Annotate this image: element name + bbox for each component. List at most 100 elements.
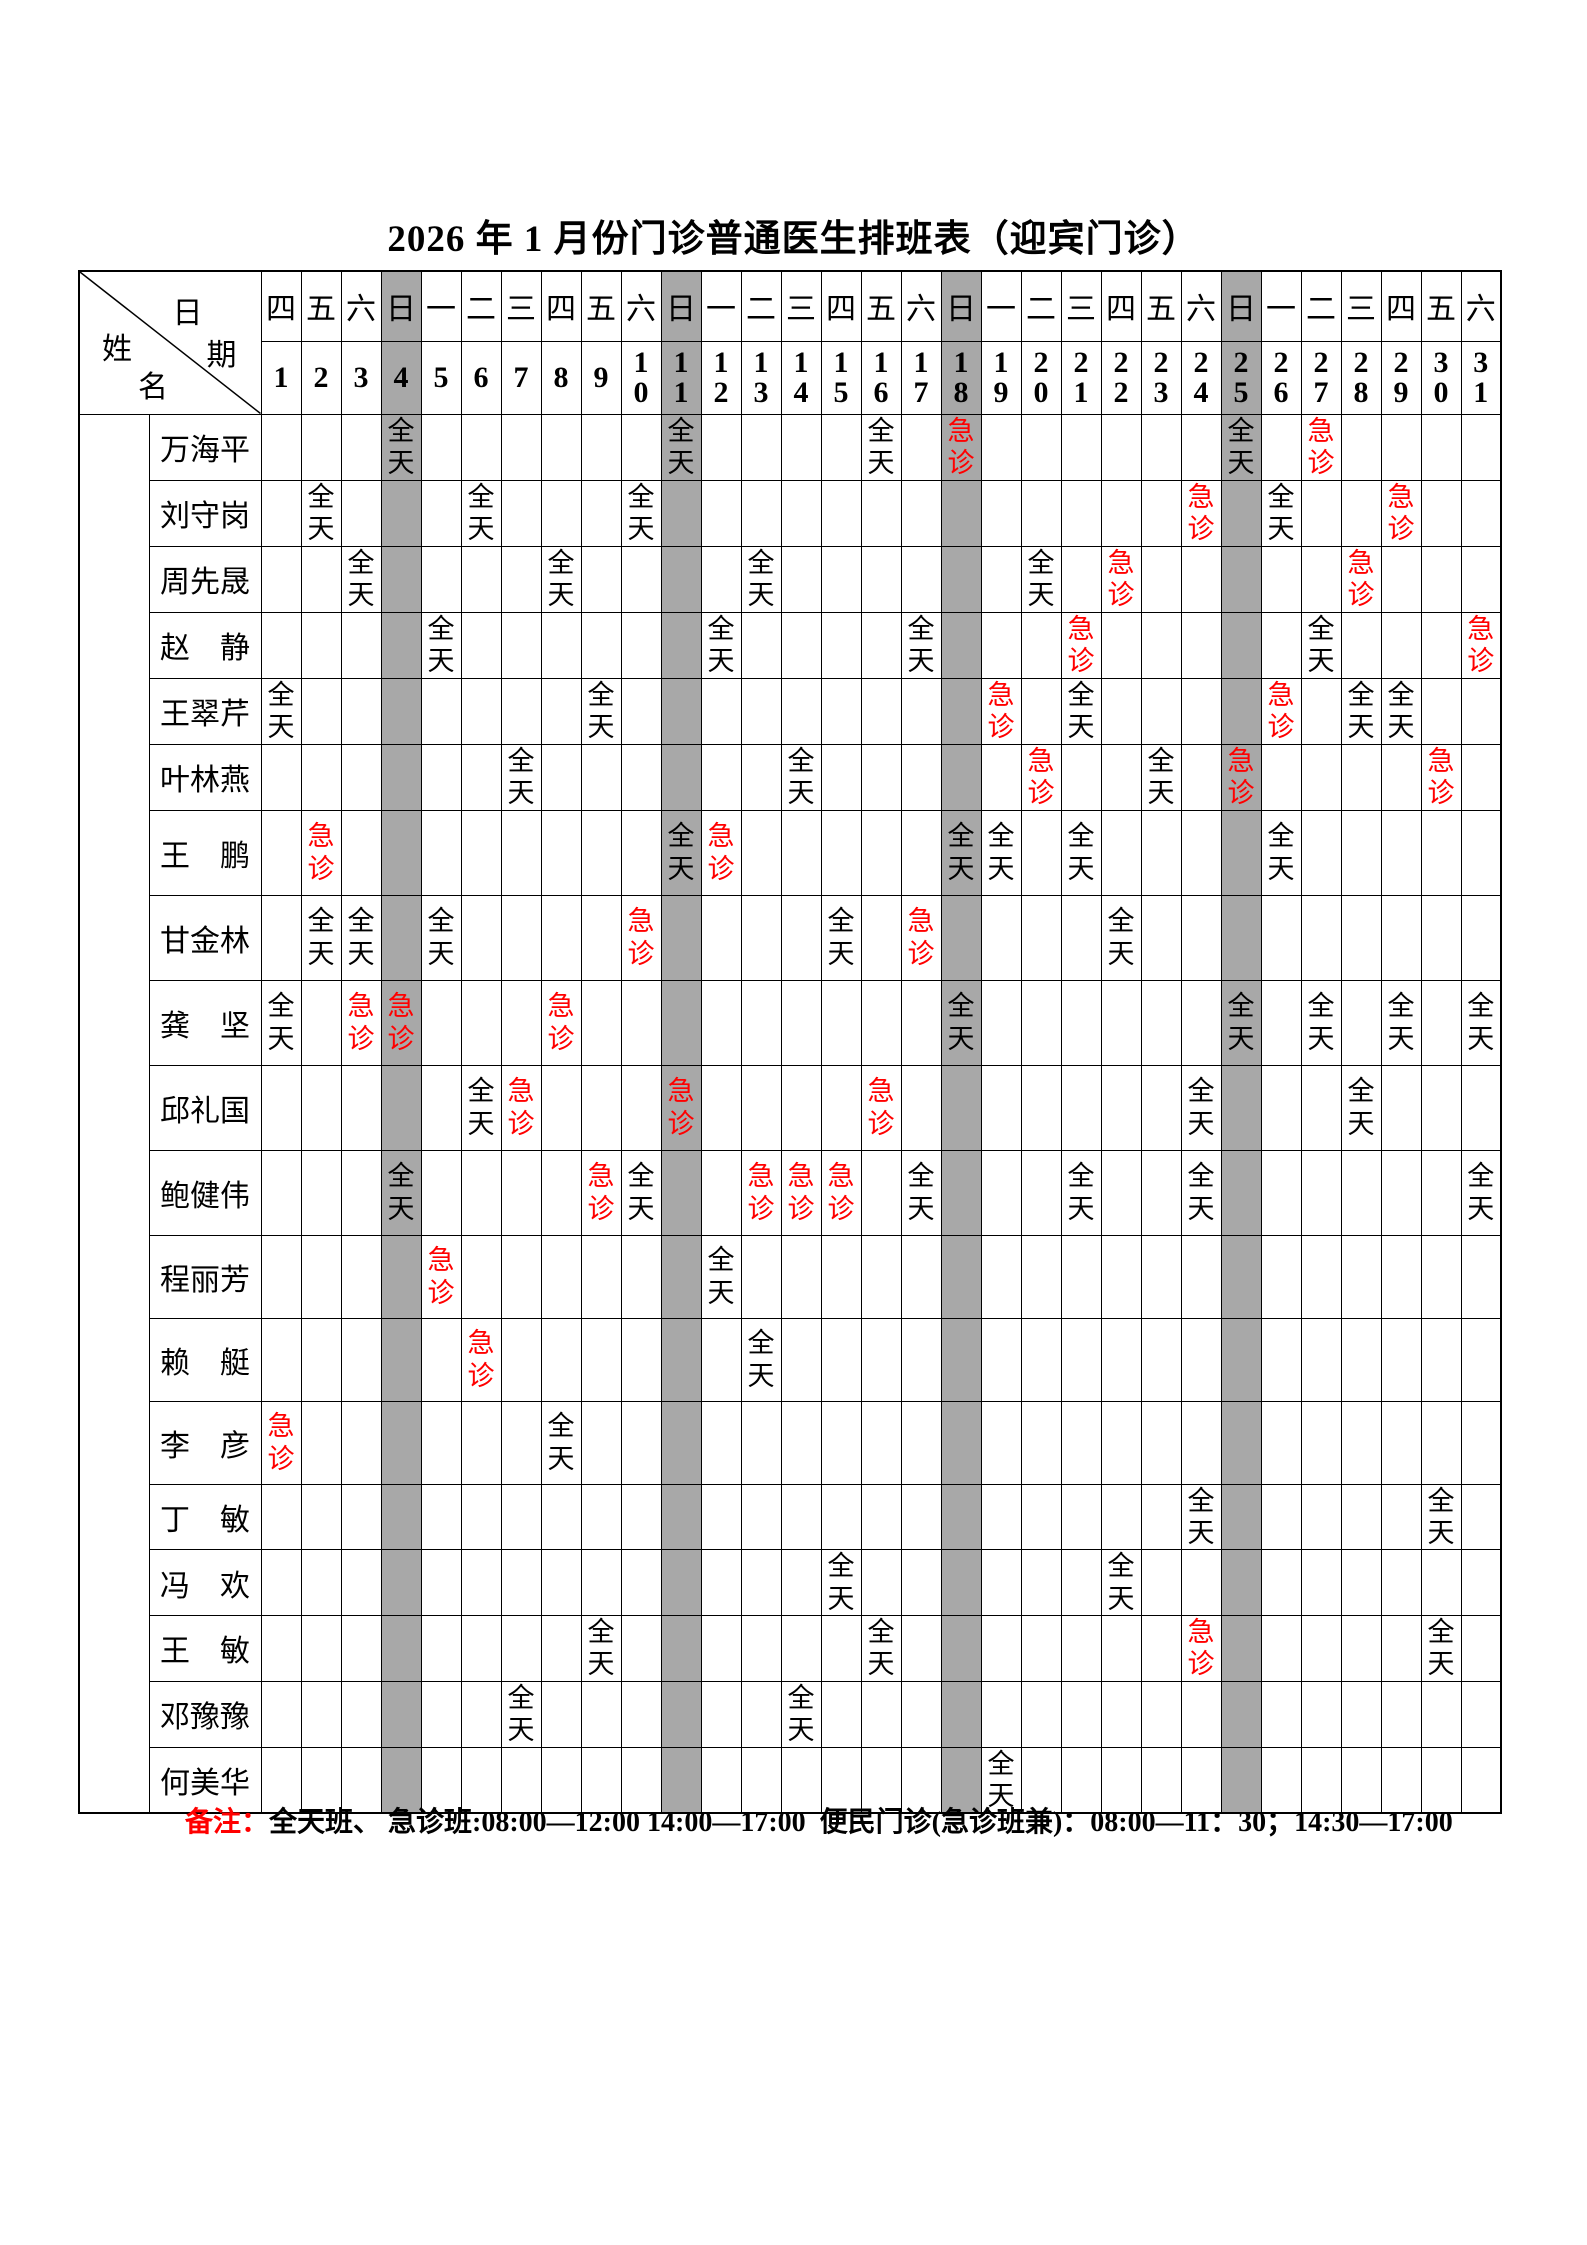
schedule-cell-刘守岗-24: 急诊 <box>1180 479 1222 547</box>
full-day-shift-mark: 全天 <box>747 1328 775 1391</box>
emergency-shift-mark: 急诊 <box>267 1411 295 1474</box>
schedule-cell-周先晟-17 <box>900 545 942 613</box>
schedule-cell-程丽芳-5: 急诊 <box>420 1234 462 1319</box>
corner-label-name-2: 名 <box>138 371 168 404</box>
schedule-cell-赖艇-20 <box>1020 1317 1062 1402</box>
schedule-cell-赵静-25 <box>1220 611 1262 679</box>
schedule-cell-刘守岗-17 <box>900 479 942 547</box>
schedule-cell-刘守岗-7 <box>500 479 542 547</box>
full-day-shift-mark: 全天 <box>1107 1551 1135 1614</box>
schedule-cell-叶林燕-15 <box>820 743 862 811</box>
schedule-cell-王鹏-11: 全天 <box>660 809 702 896</box>
emergency-shift-mark: 急诊 <box>787 1161 815 1224</box>
schedule-cell-王翠芹-30 <box>1420 677 1462 745</box>
schedule-cell-李彦-9 <box>580 1400 622 1485</box>
schedule-cell-赵静-19 <box>980 611 1022 679</box>
schedule-cell-邱礼国-27 <box>1300 1064 1342 1151</box>
schedule-cell-叶林燕-29 <box>1380 743 1422 811</box>
schedule-cell-王敏-13 <box>740 1615 782 1682</box>
weekday-cell-15: 四 <box>820 270 862 342</box>
schedule-cell-程丽芳-28 <box>1340 1234 1382 1319</box>
doctor-row-12: 程丽芳 急诊 全天 <box>79 1234 1502 1319</box>
schedule-cell-鲍健伟-15: 急诊 <box>820 1149 862 1236</box>
schedule-cell-冯欢-20 <box>1020 1549 1062 1617</box>
full-day-shift-mark: 全天 <box>707 1245 735 1308</box>
full-day-shift-mark: 全天 <box>1307 991 1335 1054</box>
schedule-cell-甘金林-31 <box>1460 894 1502 981</box>
doctor-row-3: 周先晟全天全天全天全天急诊急诊 <box>79 545 1502 613</box>
schedule-cell-赵静-15 <box>820 611 862 679</box>
schedule-cell-王翠芹-22 <box>1100 677 1142 745</box>
schedule-cell-王鹏-30 <box>1420 809 1462 896</box>
schedule-cell-李彦-8: 全天 <box>540 1400 582 1485</box>
schedule-cell-丁敏-20 <box>1020 1483 1062 1551</box>
schedule-cell-周先晟-20: 全天 <box>1020 545 1062 613</box>
schedule-cell-王敏-17 <box>900 1615 942 1682</box>
full-day-shift-mark: 全天 <box>1067 821 1095 884</box>
schedule-cell-程丽芳-23 <box>1140 1234 1182 1319</box>
footer-note-text: 全天班、 急诊班:08:00—12:00 14:00—17:00 便民门诊(急诊… <box>269 1807 1453 1838</box>
schedule-cell-刘守岗-21 <box>1060 479 1102 547</box>
schedule-cell-赖艇-30 <box>1420 1317 1462 1402</box>
schedule-cell-龚坚-18: 全天 <box>940 979 982 1066</box>
full-day-shift-mark: 全天 <box>467 1076 495 1139</box>
schedule-cell-刘守岗-23 <box>1140 479 1182 547</box>
left-spacer-column <box>78 413 150 1814</box>
schedule-cell-赵静-18 <box>940 611 982 679</box>
schedule-cell-王翠芹-13 <box>740 677 782 745</box>
schedule-cell-万海平-17 <box>900 413 942 481</box>
schedule-cell-王敏-5 <box>420 1615 462 1682</box>
schedule-cell-刘守岗-9 <box>580 479 622 547</box>
schedule-cell-甘金林-11 <box>660 894 702 981</box>
schedule-cell-何美华-1 <box>260 1746 302 1814</box>
schedule-cell-王敏-31 <box>1460 1615 1502 1682</box>
schedule-cell-赵静-14 <box>780 611 822 679</box>
full-day-shift-mark: 全天 <box>427 613 455 676</box>
weekday-cell-14: 三 <box>780 270 822 342</box>
schedule-cell-邱礼国-4 <box>380 1064 422 1151</box>
schedule-cell-邓豫豫-11 <box>660 1680 702 1748</box>
schedule-cell-邓豫豫-3 <box>340 1680 382 1748</box>
schedule-cell-程丽芳-7 <box>500 1234 542 1319</box>
schedule-cell-邱礼国-24: 全天 <box>1180 1064 1222 1151</box>
schedule-cell-王翠芹-5 <box>420 677 462 745</box>
schedule-cell-刘守岗-26: 全天 <box>1260 479 1302 547</box>
schedule-cell-程丽芳-24 <box>1180 1234 1222 1319</box>
schedule-cell-李彦-26 <box>1260 1400 1302 1485</box>
schedule-cell-冯欢-26 <box>1260 1549 1302 1617</box>
schedule-cell-叶林燕-31 <box>1460 743 1502 811</box>
schedule-cell-鲍健伟-26 <box>1260 1149 1302 1236</box>
schedule-cell-鲍健伟-6 <box>460 1149 502 1236</box>
schedule-cell-刘守岗-3 <box>340 479 382 547</box>
schedule-cell-鲍健伟-27 <box>1300 1149 1342 1236</box>
schedule-cell-李彦-1: 急诊 <box>260 1400 302 1485</box>
full-day-shift-mark: 全天 <box>707 613 735 676</box>
schedule-cell-鲍健伟-9: 急诊 <box>580 1149 622 1236</box>
schedule-cell-周先晟-31 <box>1460 545 1502 613</box>
schedule-cell-丁敏-13 <box>740 1483 782 1551</box>
schedule-cell-鲍健伟-1 <box>260 1149 302 1236</box>
full-day-shift-mark: 全天 <box>347 906 375 969</box>
schedule-cell-邓豫豫-27 <box>1300 1680 1342 1748</box>
schedule-cell-万海平-26 <box>1260 413 1302 481</box>
schedule-cell-甘金林-10: 急诊 <box>620 894 662 981</box>
doctor-row-13: 赖 艇 急诊 全天 <box>79 1317 1502 1402</box>
schedule-cell-叶林燕-25: 急诊 <box>1220 743 1262 811</box>
weekday-cell-7: 三 <box>500 270 542 342</box>
schedule-cell-何美华-27 <box>1300 1746 1342 1814</box>
schedule-cell-鲍健伟-29 <box>1380 1149 1422 1236</box>
schedule-cell-鲍健伟-2 <box>300 1149 342 1236</box>
schedule-cell-王翠芹-11 <box>660 677 702 745</box>
schedule-cell-王翠芹-10 <box>620 677 662 745</box>
schedule-cell-程丽芳-16 <box>860 1234 902 1319</box>
schedule-cell-李彦-18 <box>940 1400 982 1485</box>
schedule-cell-万海平-23 <box>1140 413 1182 481</box>
schedule-cell-万海平-18: 急诊 <box>940 413 982 481</box>
schedule-cell-万海平-24 <box>1180 413 1222 481</box>
schedule-cell-万海平-27: 急诊 <box>1300 413 1342 481</box>
schedule-cell-冯欢-12 <box>700 1549 742 1617</box>
weekday-cell-11: 日 <box>660 270 702 342</box>
schedule-cell-丁敏-24: 全天 <box>1180 1483 1222 1551</box>
schedule-cell-万海平-20 <box>1020 413 1062 481</box>
